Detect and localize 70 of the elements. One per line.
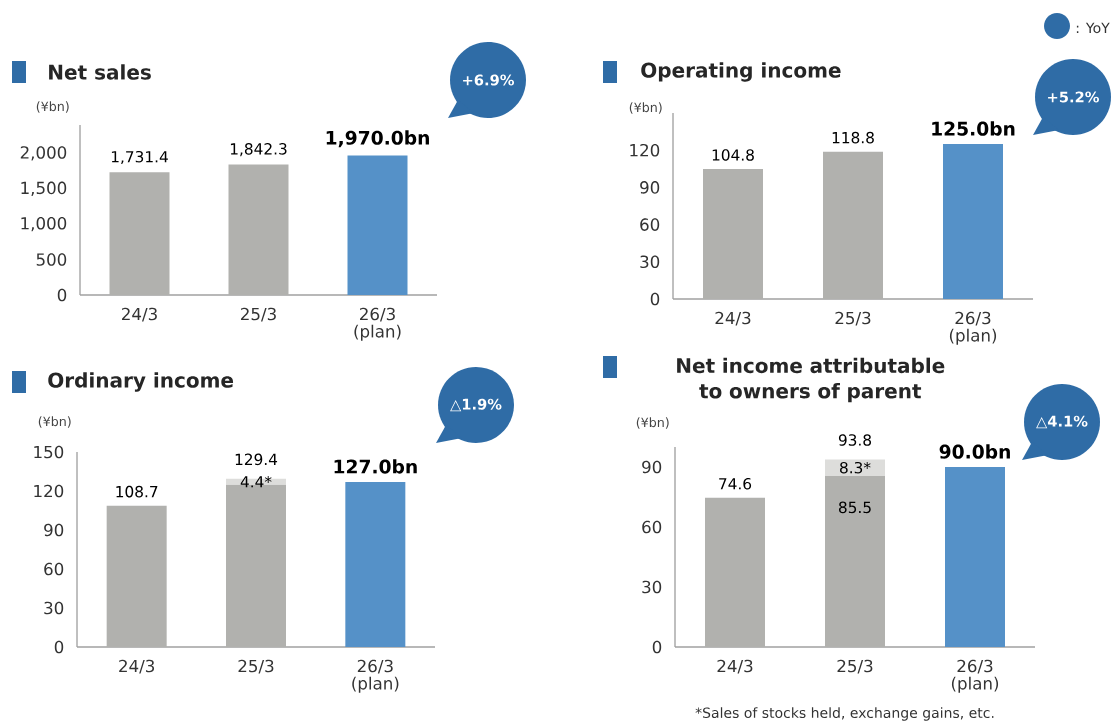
- data-label: 1,842.3: [230, 143, 287, 157]
- y-tick-label: 90: [642, 460, 662, 474]
- x-tick-label: 24/3: [119, 659, 155, 674]
- data-label: 4.4*: [240, 475, 272, 488]
- chart-title: Ordinary income: [48, 372, 234, 392]
- total-label: 129.4: [235, 453, 278, 466]
- text: △1.9%: [450, 398, 502, 412]
- bar: [705, 497, 765, 647]
- data-label: 118.8: [832, 131, 874, 144]
- y-tick-label: 30: [642, 580, 662, 594]
- total-label: 93.8: [838, 434, 872, 446]
- data-label: 74.6: [719, 477, 752, 490]
- y-tick-label: 60: [640, 218, 660, 231]
- data-label: 125.0bn: [932, 121, 1015, 136]
- y-tick-label: 1,500: [21, 181, 67, 196]
- text: △4.1%: [1036, 415, 1088, 429]
- bar: [345, 481, 406, 647]
- x-tick-label: 24/3: [717, 659, 753, 674]
- y-tick-label: 0: [650, 292, 660, 306]
- x-tick-label: 26/3 (plan): [949, 311, 997, 345]
- x-tick-label: 25/3: [241, 307, 276, 322]
- y-tick-label: 150: [34, 445, 64, 459]
- x-tick-label: 26/3 (plan): [951, 659, 999, 693]
- x-tick-label: 25/3: [837, 659, 873, 674]
- data-label: 1,970.0bn: [326, 130, 429, 148]
- bar: [228, 164, 289, 295]
- chart-title: Net sales: [49, 64, 151, 80]
- y-tick-label: 120: [630, 143, 660, 157]
- y-tick-label: 90: [44, 523, 64, 537]
- x-tick-label: 25/3: [238, 659, 274, 674]
- data-label: 108.7: [116, 485, 158, 498]
- x-tick-label: 24/3: [122, 307, 157, 322]
- data-label: 8.3*: [840, 461, 871, 474]
- x-tick-label: 25/3: [835, 311, 871, 326]
- bar: [109, 172, 170, 295]
- y-axis-title: (¥bn): [636, 417, 669, 429]
- y-tick-label: 60: [44, 562, 64, 576]
- y-tick-label: 60: [642, 520, 662, 534]
- y-axis-title: (¥bn): [629, 102, 662, 114]
- text: : YoY: [1076, 22, 1110, 34]
- y-tick-label: 30: [640, 255, 660, 269]
- data-label: 1,731.4: [111, 150, 168, 165]
- bar: [106, 505, 167, 647]
- x-tick-label: 24/3: [715, 311, 751, 326]
- bar: [945, 466, 1005, 647]
- y-axis-title: (¥bn): [36, 101, 69, 113]
- x-tick-label: 26/3 (plan): [352, 659, 399, 693]
- y-tick-label: 0: [652, 640, 662, 654]
- text: *Sales of stocks held, exchange gains, etc.: [695, 707, 994, 721]
- y-tick-label: 1,000: [21, 216, 67, 232]
- y-tick-label: 30: [44, 601, 64, 615]
- y-tick-label: 2,000: [20, 146, 67, 161]
- data-label: 104.8: [712, 149, 754, 161]
- data-label: 90.0bn: [939, 444, 1010, 459]
- y-tick-label: 500: [36, 253, 67, 266]
- chart-title: Operating income: [641, 62, 841, 82]
- y-tick-label: 0: [54, 640, 64, 654]
- data-label: 127.0bn: [334, 459, 417, 474]
- data-label: 85.5: [838, 501, 871, 514]
- y-tick-label: 0: [57, 288, 67, 302]
- bar: [347, 155, 408, 295]
- bar: [825, 459, 885, 476]
- text: +6.9%: [463, 74, 515, 86]
- chart-title: Net income attributable to owners of parent: [677, 357, 945, 403]
- text: +5.2%: [1048, 91, 1100, 103]
- bar: [825, 475, 885, 647]
- y-axis-title: (¥bn): [38, 416, 71, 428]
- x-tick-label: 26/3 (plan): [354, 307, 401, 341]
- y-tick-label: 120: [34, 484, 64, 498]
- y-tick-label: 90: [640, 181, 660, 194]
